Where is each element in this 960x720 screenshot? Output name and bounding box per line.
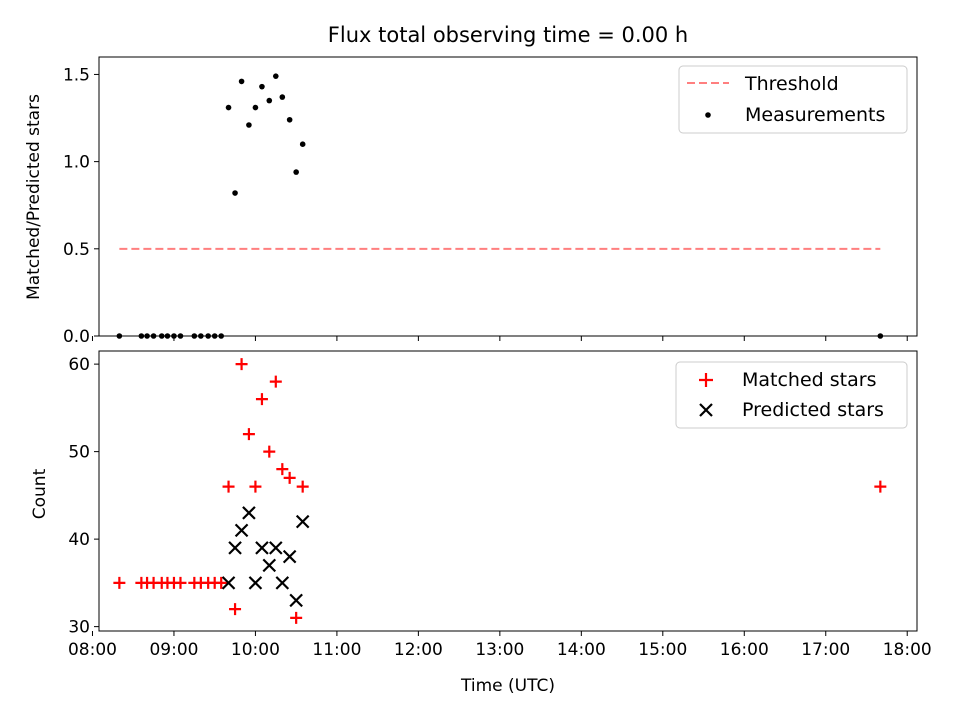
predicted-star-point [275,576,290,590]
measurement-point [279,94,286,100]
matched-star-point [269,375,282,388]
top-panel: 0.0 0.5 1.0 1.5 Matched/Predicted stars Thr… [24,56,918,347]
predicted-star-point [262,558,277,573]
x-tick-label: 10:00 [231,640,280,660]
predicted-star-point [248,576,263,590]
measurement-point [259,83,265,90]
measurement-points [116,73,884,339]
legend-measurements-swatch [705,112,711,118]
matched-star-point [174,576,187,589]
y-tick-label: 40 [68,530,90,550]
measurement-point [252,104,259,111]
measurement-point [225,104,232,111]
chart-title: Flux total observing time = 0.00 h [328,23,688,47]
y-tick-label: 1.0 [63,153,90,173]
legend-threshold-label: Threshold [744,73,839,95]
matched-star-point [255,393,268,406]
matched-star-point [215,576,228,589]
predicted-star-point [289,593,303,608]
x-tick-label: 13:00 [475,640,524,660]
bottom-legend: Matched stars Predicted stars [675,361,908,429]
matched-star-point [263,445,276,458]
y-tick-label: 0.5 [63,240,90,260]
measurement-point [232,190,238,196]
legend-predicted-swatch [699,403,713,417]
predicted-star-point [255,541,269,555]
predicted-star-point [234,523,249,538]
measurement-point [266,97,273,104]
bottom-panel: 30 40 50 60 08:00 09:00 10:00 11:00 12:00 13:00 14… [30,350,932,696]
predicted-star-point [295,514,310,529]
y-tick-label: 0.0 [63,327,90,347]
bottom-panel-ticks: 30 40 50 60 08:00 09:00 10:00 11:00 12:00 13:00 14… [68,355,932,660]
top-panel-frame [98,56,918,337]
matched-star-point [113,576,126,589]
matched-star-point [874,480,887,493]
matched-star-point [242,428,255,441]
star-count-points [113,358,887,624]
predicted-star-point [242,506,256,520]
matched-star-point [283,471,296,484]
measurement-point [286,116,293,123]
matched-star-point [290,611,303,624]
measurement-point [293,169,299,175]
matched-star-point [249,480,262,493]
x-tick-label: 17:00 [801,640,850,660]
legend-matched-swatch [699,373,713,387]
matched-star-point [235,358,248,371]
y-tick-label: 30 [68,618,90,638]
bottom-panel-frame [98,350,918,632]
top-legend-box [678,65,908,134]
matched-star-point [229,603,242,616]
x-tick-label: 08:00 [68,640,117,660]
legend-predicted-label: Predicted stars [742,399,884,421]
x-tick-label: 12:00 [394,640,443,660]
x-tick-label: 16:00 [720,640,769,660]
legend-matched-label: Matched stars [742,369,876,391]
predicted-star-point [282,549,297,564]
predicted-star-point [221,576,236,590]
top-legend: Threshold Measurements [678,65,908,134]
predicted-star-point [228,541,242,555]
matched-star-point [296,480,309,493]
x-tick-label: 14:00 [557,640,606,660]
measurement-point [272,73,279,79]
top-y-axis-label: Matched/Predicted stars [24,94,44,300]
matched-star-point [222,480,235,493]
x-tick-label: 15:00 [638,640,687,660]
measurement-point [238,78,245,85]
measurement-point [246,122,252,128]
y-tick-label: 60 [68,355,90,375]
y-tick-label: 50 [68,443,90,463]
bottom-y-axis-label: Count [30,468,50,519]
bottom-legend-box [675,361,908,429]
x-axis-label: Time (UTC) [460,676,555,696]
predicted-star-point [269,541,283,555]
x-tick-label: 09:00 [149,640,198,660]
matched-star-point [276,463,289,476]
y-tick-label: 1.5 [63,65,90,85]
x-tick-label: 11:00 [312,640,361,660]
top-panel-ticks: 0.0 0.5 1.0 1.5 [63,65,908,347]
legend-measurements-label: Measurements [745,104,885,126]
x-tick-label: 18:00 [883,640,932,660]
measurement-point [299,141,306,147]
